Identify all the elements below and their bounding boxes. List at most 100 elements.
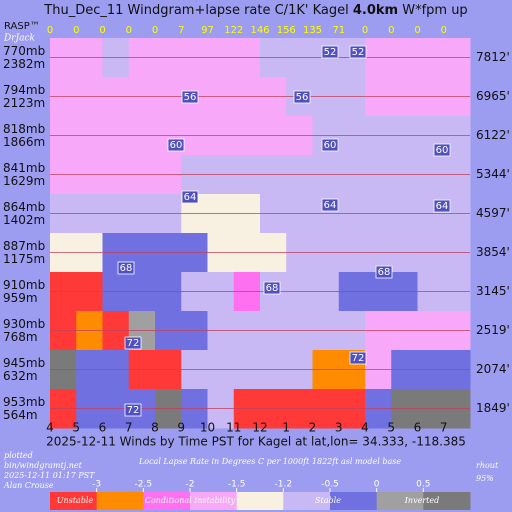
wstar-value: 0 bbox=[73, 25, 79, 36]
colorbar-segment bbox=[376, 492, 424, 510]
level-m: 2382m bbox=[3, 57, 45, 71]
level-m: 2123m bbox=[3, 96, 45, 110]
colorbar-tick-label: -2 bbox=[186, 480, 195, 490]
footer-line: 2025-12-11 01:17 PST bbox=[3, 471, 95, 480]
contour-label: 72 bbox=[127, 338, 140, 349]
colorbar-segment bbox=[190, 492, 238, 510]
wstar-value: 0 bbox=[414, 25, 420, 36]
contour-label: 64 bbox=[324, 200, 337, 211]
x-tick-label: 6 bbox=[99, 421, 107, 435]
contour-label: 60 bbox=[170, 140, 183, 151]
footer-line: Alan Crouse bbox=[3, 481, 54, 490]
level-mb: 794mb bbox=[3, 83, 45, 97]
contour-box bbox=[349, 351, 367, 365]
level-ft: 3145' bbox=[476, 284, 510, 298]
contour-box bbox=[433, 199, 451, 213]
contour-label: 72 bbox=[127, 405, 140, 416]
title: Thu_Dec_11 Windgram+lapse rate C/1K' Kag… bbox=[43, 3, 467, 18]
colorbar-tick-label: -1.2 bbox=[275, 480, 293, 490]
title-suffix: W*fpm up bbox=[402, 3, 467, 18]
contour-box bbox=[263, 281, 281, 295]
x-tick-label: 9 bbox=[177, 421, 185, 435]
x-tick-label: 11 bbox=[226, 421, 241, 435]
level-mb: 864mb bbox=[3, 200, 45, 214]
wstar-value: 0 bbox=[47, 25, 53, 36]
x-tick-label: 10 bbox=[200, 421, 215, 435]
wstar-value: 0 bbox=[126, 25, 132, 36]
contour-label: 68 bbox=[266, 283, 279, 294]
title-bold: 4.0km bbox=[353, 3, 398, 18]
contour-label: 68 bbox=[378, 267, 391, 278]
level-mb: 770mb bbox=[3, 44, 45, 58]
colorbar-segment bbox=[96, 492, 144, 510]
colorbar-label: Inverted bbox=[404, 496, 439, 505]
colorbar-segment bbox=[330, 492, 378, 510]
colorbar-segment bbox=[236, 492, 284, 510]
colorbar-tick-label: 0.5 bbox=[416, 480, 430, 490]
contour-label: 52 bbox=[324, 47, 337, 58]
level-mb: 953mb bbox=[3, 395, 45, 409]
wstar-value: 7 bbox=[178, 25, 184, 36]
x-tick-label: 12 bbox=[252, 421, 267, 435]
footer-line: bin/windgramtj.net bbox=[4, 461, 83, 470]
contour-box bbox=[349, 45, 367, 59]
contour-label: 56 bbox=[184, 92, 197, 103]
x-axis-title: 2025-12-11 Winds by Time PST for Kagel a… bbox=[46, 435, 466, 449]
rh-label: rhout bbox=[476, 461, 499, 470]
wstar-value: 156 bbox=[277, 25, 296, 36]
level-m: 768m bbox=[3, 330, 38, 344]
wstar-value: 71 bbox=[332, 25, 345, 36]
x-tick-label: 4 bbox=[361, 421, 369, 435]
colorbar-tick-label: 0 bbox=[374, 480, 380, 490]
wstar-value: 135 bbox=[303, 25, 322, 36]
x-tick-label: 5 bbox=[387, 421, 395, 435]
wstar-value: 0 bbox=[441, 25, 447, 36]
level-m: 1175m bbox=[3, 252, 45, 266]
level-mb: 818mb bbox=[3, 122, 45, 136]
contour-label: 64 bbox=[184, 192, 197, 203]
contour-label: 60 bbox=[436, 145, 449, 156]
contour-label: 72 bbox=[352, 353, 365, 364]
level-ft: 7812' bbox=[476, 50, 510, 64]
contour-label: 56 bbox=[296, 92, 309, 103]
colorbar-segment bbox=[283, 492, 331, 510]
level-m: 1402m bbox=[3, 213, 45, 227]
x-tick-label: 5 bbox=[72, 421, 80, 435]
wstar-value: 0 bbox=[99, 25, 105, 36]
x-tick-label: 8 bbox=[151, 421, 159, 435]
level-m: 1866m bbox=[3, 135, 45, 149]
level-m: 959m bbox=[3, 291, 38, 305]
wstar-value: 97 bbox=[201, 25, 214, 36]
x-tick-label: 3 bbox=[335, 421, 343, 435]
x-tick-label: 4 bbox=[46, 421, 54, 435]
colorbar-title: Local Lapse Rate in Degrees C per 1000ft… bbox=[138, 457, 401, 466]
colorbar-segment bbox=[143, 492, 191, 510]
level-ft: 2519' bbox=[476, 323, 510, 337]
contour-box bbox=[433, 143, 451, 157]
level-mb: 887mb bbox=[3, 239, 45, 253]
colorbar-label: Stable bbox=[315, 496, 341, 505]
wstar-value: 0 bbox=[388, 25, 394, 36]
x-tick-label: 7 bbox=[440, 421, 448, 435]
contour-box bbox=[321, 138, 339, 152]
brand-sub: DrJack bbox=[3, 34, 35, 44]
contour-box bbox=[293, 90, 311, 104]
level-m: 632m bbox=[3, 369, 38, 383]
level-ft: 2074' bbox=[476, 362, 510, 376]
contour-box bbox=[124, 403, 142, 417]
level-ft: 6965' bbox=[476, 89, 510, 103]
contour-box bbox=[321, 198, 339, 212]
colorbar-tick-label: -1.5 bbox=[228, 480, 246, 490]
level-mb: 945mb bbox=[3, 356, 45, 370]
level-mb: 910mb bbox=[3, 278, 45, 292]
rh-label: 95% bbox=[476, 474, 494, 483]
contour-box bbox=[375, 265, 393, 279]
colorbar-tick-label: -2.5 bbox=[135, 480, 153, 490]
title-main: Thu_Dec_11 Windgram+lapse rate C/1K' Kag… bbox=[43, 3, 348, 18]
colorbar-segment bbox=[50, 492, 98, 510]
contour-label: 60 bbox=[324, 140, 337, 151]
level-mb: 841mb bbox=[3, 161, 45, 175]
contour-label: 68 bbox=[120, 263, 133, 274]
level-ft: 3854' bbox=[476, 245, 510, 259]
